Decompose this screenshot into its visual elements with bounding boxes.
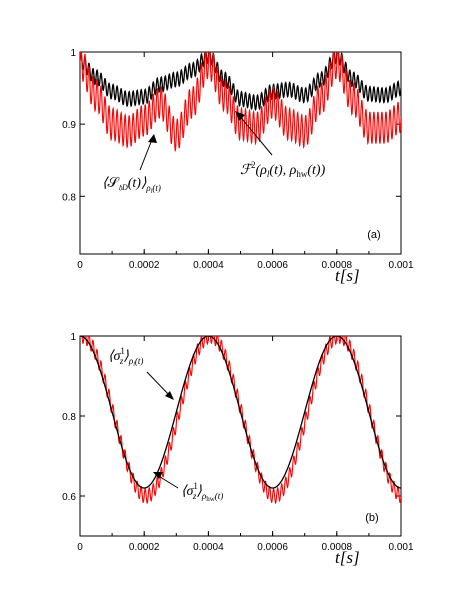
panel-a-xtick-label-0: 0: [77, 260, 83, 271]
panel-a: 0 0.0002 0.0004 0.0006 0.0008 0.001 0.8 0.9 1 (…: [62, 48, 414, 285]
panel-a-xlabel: t[s]: [335, 266, 360, 285]
panel-b-ytick-label-1: 0.8: [62, 412, 76, 423]
panel-a-series-line-0: [80, 52, 401, 111]
panel-a-xtick-label-5: 0.001: [388, 260, 413, 271]
svg-text:⟨σ1z⟩ρl(t): ⟨σ1 z⟩ρl(t): [108, 346, 143, 368]
panel-b-arrowhead-black: [165, 391, 174, 400]
panel-b-label: (b): [365, 512, 378, 524]
panel-a-arrowhead-black: [235, 111, 245, 121]
panel-a-series-line-1: [80, 52, 401, 153]
panel-a-xtick-label-2: 0.0004: [193, 260, 224, 271]
panel-b-frame: [79, 335, 402, 537]
panel-b-ytick-label-0: 0.6: [62, 492, 76, 503]
panel-a-xtick-label-3: 0.0006: [257, 260, 288, 271]
panel-a-ytick-label-2: 1: [70, 48, 76, 59]
panel-b-ytick-label-2: 1: [70, 332, 76, 343]
panel-a-series: [80, 52, 401, 153]
panel-a-xtick-label-4: 0.0008: [322, 260, 353, 271]
panel-a-xtick-label-1: 0.0002: [129, 260, 160, 271]
panel-a-label: (a): [367, 229, 380, 241]
panel-b-arrowhead-red: [153, 472, 163, 479]
panel-b-xtick-label-0: 0: [77, 542, 83, 553]
panel-b-arrow-black: [146, 371, 172, 398]
panel-b-xtick-label-1: 0.0002: [129, 542, 160, 553]
panel-b-xlabel: t[s]: [335, 548, 360, 567]
panel-a-legend-red: ⟨𝒮𝔥D(t)⟩ρl(t): [102, 174, 161, 195]
svg-text:ℱ2(ρl(t), ρhw(t)): ℱ2(ρl(t), ρhw(t)): [240, 160, 326, 179]
svg-text:⟨σ1z⟩ρhw(t): ⟨σ1 z⟩ρhw(t): [181, 481, 223, 503]
panel-a-ytick-label-0: 0.8: [62, 192, 76, 203]
panel-b-xtick-label-4: 0.0008: [322, 542, 353, 553]
panel-b-xtick-label-3: 0.0006: [257, 542, 288, 553]
panel-b-x-ticks: 0 0.0002 0.0004 0.0006 0.0008 0.001: [77, 336, 414, 553]
panel-b-legend-black: ⟨σ1 z⟩ρl(t): [108, 346, 143, 368]
panel-b-series-line-0: [80, 336, 401, 505]
panel-b-xtick-label-5: 0.001: [388, 542, 413, 553]
panel-b-series: [80, 336, 401, 505]
panel-a-arrow-black: [237, 113, 273, 156]
panel-b-arrow-red: [156, 474, 179, 489]
panel-b-series-line-1: [80, 336, 401, 489]
panel-a-arrowhead-red: [148, 134, 157, 143]
panel-b-legend-red: ⟨σ1 z⟩ρhw(t): [181, 481, 223, 503]
panel-a-x-ticks: 0 0.0002 0.0004 0.0006 0.0008 0.001: [77, 52, 414, 271]
panel-b-xtick-label-2: 0.0004: [193, 542, 224, 553]
panel-a-arrow-red: [139, 136, 154, 171]
panel-a-legend-black: ℱ2(ρl(t), ρhw(t)): [240, 160, 326, 179]
panel-b: 0 0.0002 0.0004 0.0006 0.0008 0.001 0.6 0.8 1 (…: [62, 332, 414, 567]
svg-text:⟨𝒮𝔥D(t)⟩ρl(t): ⟨𝒮𝔥D(t)⟩ρl(t): [102, 174, 161, 195]
panel-a-arrows: [139, 111, 273, 171]
panel-a-ytick-label-1: 0.9: [62, 120, 76, 131]
panel-b-arrows: [146, 371, 179, 489]
